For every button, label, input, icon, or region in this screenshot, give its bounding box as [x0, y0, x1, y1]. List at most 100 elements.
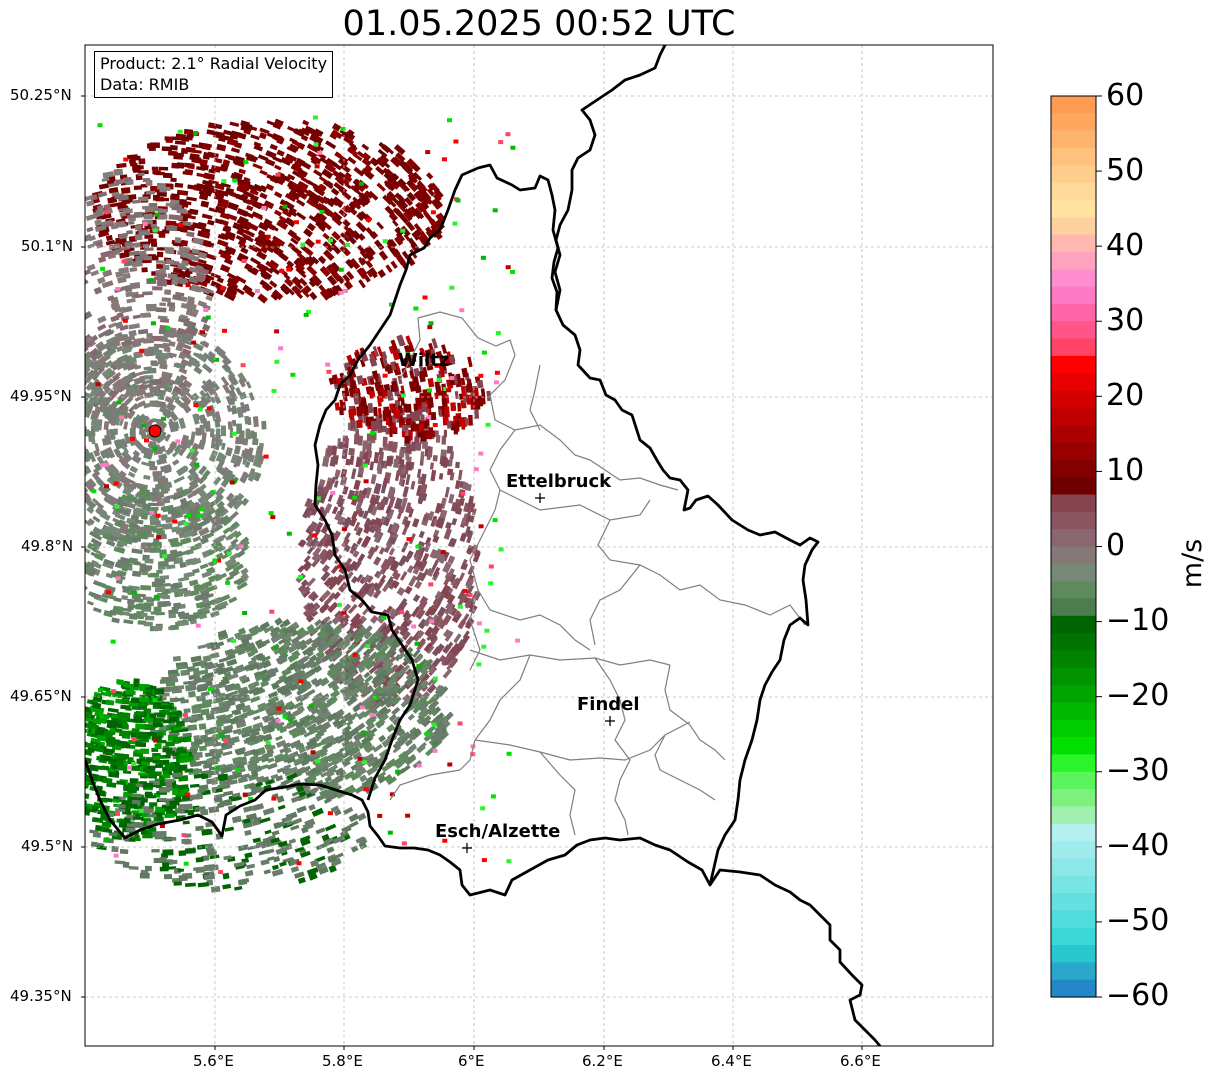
radar-echo-cell: [72, 319, 81, 327]
radar-echo-cell: [85, 583, 88, 591]
radar-echo-cell: [237, 436, 245, 445]
radar-echo-cell: [157, 184, 166, 190]
radar-echo-cell: [126, 598, 135, 605]
radar-echo-cell: [56, 443, 61, 452]
radar-echo-cell: [60, 320, 68, 328]
radar-echo-cell: [143, 213, 153, 220]
radar-echo-cell: [71, 770, 80, 777]
radar-echo-cell: [348, 201, 357, 210]
radar-echo-cell: [155, 611, 165, 616]
radar-echo-cell: [413, 171, 423, 182]
radar-echo-cell: [73, 794, 84, 800]
radar-echo-cell: [165, 202, 175, 207]
radar-echo-cell: [185, 214, 196, 220]
radar-echo-cell: [177, 152, 185, 157]
radar-echo-cell: [394, 226, 404, 237]
radar-echo-cell: [165, 259, 175, 265]
radar-echo-cell: [72, 296, 81, 303]
radar-echo-cell: [393, 458, 400, 469]
radar-echo-cell: [349, 257, 361, 270]
radar-echo-cell: [74, 390, 82, 399]
radar-echo-cell: [155, 307, 167, 313]
radar-echo-cell: [160, 197, 170, 202]
radar-echo-cell: [72, 725, 84, 733]
radar-echo-cell: [382, 436, 388, 447]
radar-echo-cell: [128, 221, 135, 225]
radar-echo-cell: [348, 447, 355, 456]
radar-echo-cell: [151, 166, 159, 171]
radar-echo-cell: [146, 795, 156, 799]
radar-echo-cell: [44, 276, 53, 284]
radar-echo-cell: [187, 162, 195, 169]
radar-echo-cell: [231, 419, 237, 427]
radar-echo-cell: [385, 264, 393, 273]
radar-echo-cell: [60, 304, 67, 311]
radar-echo-cell: [223, 257, 234, 265]
radar-echo-cell: [73, 719, 84, 725]
radar-echo-cell: [322, 240, 334, 253]
radar-echo-cell: [149, 465, 158, 471]
radar-echo-cell: [63, 456, 70, 464]
radar-echo-cell: [280, 156, 292, 166]
radar-echo-cell: [49, 434, 54, 443]
radar-echo-cell: [430, 469, 437, 482]
radar-echo-cell: [149, 802, 158, 807]
radar-echo-cell: [284, 216, 296, 228]
radar-echo-cell: [300, 288, 310, 298]
radar-echo-cell: [243, 750, 253, 757]
radar-echo-cell: [85, 797, 86, 803]
radar-echo-cell: [236, 424, 241, 432]
radar-echo-cell: [319, 265, 331, 277]
radar-echo-cell: [75, 373, 85, 384]
radar-echo-cell: [123, 421, 129, 430]
radar-echo-cell: [206, 129, 215, 136]
radar-echo-cell: [257, 293, 268, 304]
radar-echo-cell: [128, 323, 141, 330]
radar-echo-cell: [252, 416, 259, 428]
radar-echo-cell: [330, 243, 342, 255]
radar-echo-cell: [245, 380, 252, 389]
radar-echo-cell: [64, 500, 74, 510]
radar-echo-cell: [321, 168, 334, 180]
radar-echo-cell: [59, 201, 67, 207]
radar-echo-cell: [221, 425, 226, 437]
radar-echo-cell: [46, 421, 51, 429]
radar-echo-cell: [152, 760, 162, 764]
radar-echo-cell: [399, 571, 408, 581]
radar-echo-cell: [206, 757, 214, 764]
radar-echo-cell: [156, 171, 165, 176]
radar-echo-cell: [191, 149, 202, 154]
radar-echo-cell: [176, 162, 185, 169]
radar-echo-cell: [144, 247, 154, 251]
radar-echo-cell: [65, 404, 73, 416]
radar-echo-cell: [158, 232, 166, 238]
radar-echo-cell: [58, 276, 68, 284]
radar-echo-cell: [49, 457, 55, 468]
radar-echo-cell: [373, 556, 382, 566]
radar-echo-cell: [154, 712, 164, 716]
radar-echo-cell: [401, 431, 406, 438]
radar-echo-cell: [39, 287, 48, 295]
radar-echo-cell: [41, 273, 50, 280]
radar-echo-cell: [214, 218, 223, 225]
radar-echo-cell: [347, 129, 355, 136]
radar-echo-cell: [192, 535, 202, 543]
radar-echo-cell: [140, 513, 149, 520]
radar-echo-cell: [415, 201, 426, 213]
radar-echo-cell: [168, 609, 179, 615]
radar-echo-cell: [139, 603, 149, 609]
radar-echo-cell: [337, 157, 349, 168]
radar-echo-cell: [32, 330, 42, 340]
radar-echo-cell: [85, 199, 95, 207]
radar-echo-cell: [422, 210, 434, 223]
radar-echo-cell: [405, 461, 413, 471]
radar-echo-cell: [85, 764, 86, 772]
radar-echo-cell: [213, 476, 222, 486]
radar-echo-cell: [458, 469, 463, 481]
map-title: 01.05.2025 00:52 UTC: [342, 4, 736, 44]
radar-echo-cell: [388, 547, 396, 556]
radar-echo-cell: [236, 132, 247, 140]
radar-echo-cell: [322, 232, 330, 240]
radar-echo-cell: [284, 154, 295, 164]
radar-echo-cell: [321, 564, 330, 573]
